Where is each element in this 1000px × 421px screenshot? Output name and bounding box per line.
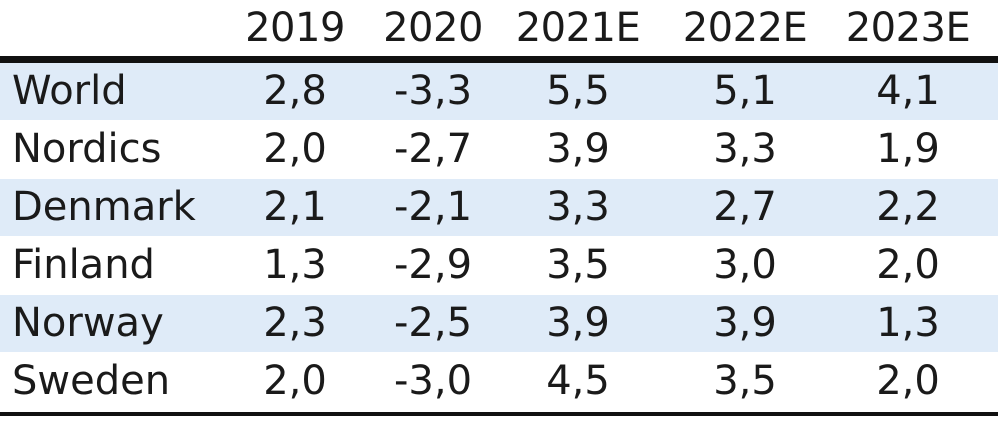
- table-cell: 2,0: [263, 358, 327, 404]
- row-label: Finland: [12, 242, 155, 288]
- table-cell: 3,9: [546, 300, 610, 346]
- table-cell: 4,1: [876, 68, 940, 114]
- table-cell: 2,0: [876, 242, 940, 288]
- column-header: 2020: [383, 5, 483, 51]
- table-cell: 1,3: [876, 300, 940, 346]
- column-header: 2023E: [845, 5, 971, 51]
- table-cell: 3,9: [713, 300, 777, 346]
- table-cell: 2,8: [263, 68, 327, 114]
- table-row: World 2,8 -3,3 5,5 5,1 4,1: [0, 63, 998, 120]
- table-row: Denmark 2,1 -2,1 3,3 2,7 2,2: [0, 179, 998, 236]
- table-cell: 3,9: [546, 126, 610, 172]
- table-header-row: 2019 2020 2021E 2022E 2023E: [0, 0, 1000, 56]
- row-label: Norway: [12, 300, 164, 346]
- table-cell: 5,5: [546, 68, 610, 114]
- bottom-rule: [0, 412, 998, 416]
- row-label: World: [12, 68, 127, 114]
- table-cell: -2,5: [393, 300, 473, 346]
- table-row: Sweden 2,0 -3,0 4,5 3,5 2,0: [0, 353, 998, 410]
- table-cell: 2,3: [263, 300, 327, 346]
- table-cell: -2,7: [393, 126, 473, 172]
- table-cell: -3,3: [393, 68, 473, 114]
- table-row: Nordics 2,0 -2,7 3,9 3,3 1,9: [0, 121, 998, 178]
- table-cell: 4,5: [546, 358, 610, 404]
- table-cell: 3,3: [546, 184, 610, 230]
- table-cell: -3,0: [393, 358, 473, 404]
- column-header: 2021E: [515, 5, 641, 51]
- table-cell: 1,3: [263, 242, 327, 288]
- row-label: Sweden: [12, 358, 171, 404]
- table-cell: 5,1: [713, 68, 777, 114]
- table-cell: -2,9: [393, 242, 473, 288]
- table-cell: 2,0: [876, 358, 940, 404]
- table-cell: 3,0: [713, 242, 777, 288]
- table-cell: 3,3: [713, 126, 777, 172]
- table-cell: 2,2: [876, 184, 940, 230]
- row-label: Denmark: [12, 184, 196, 230]
- table-cell: 2,7: [713, 184, 777, 230]
- table-cell: 3,5: [713, 358, 777, 404]
- column-header: 2019: [245, 5, 345, 51]
- table-cell: 3,5: [546, 242, 610, 288]
- table-cell: 2,0: [263, 126, 327, 172]
- header-rule: [0, 56, 998, 63]
- table-cell: 1,9: [876, 126, 940, 172]
- table-cell: -2,1: [393, 184, 473, 230]
- table-row: Finland 1,3 -2,9 3,5 3,0 2,0: [0, 237, 998, 294]
- table-row: Norway 2,3 -2,5 3,9 3,9 1,3: [0, 295, 998, 352]
- row-label: Nordics: [12, 126, 162, 172]
- table-cell: 2,1: [263, 184, 327, 230]
- column-header: 2022E: [682, 5, 808, 51]
